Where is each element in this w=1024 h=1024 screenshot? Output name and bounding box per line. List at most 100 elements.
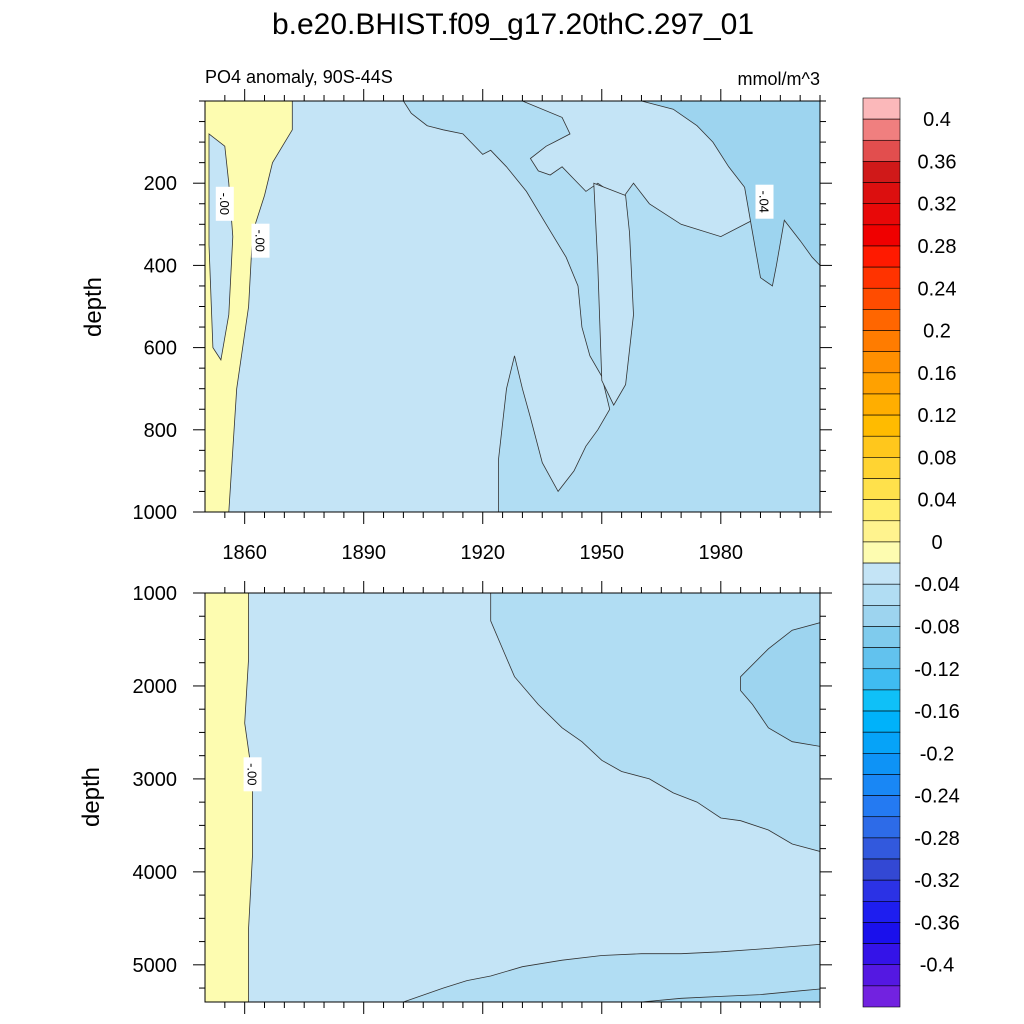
colorbar-box (862, 330, 901, 352)
colorbar-box (862, 647, 901, 670)
colorbar: 0.4 0.36 0.32 0.28 0.24 0.2 0.16 0.12 0.08 0.04 0 -… (862, 97, 960, 1008)
colorbar-box (862, 372, 901, 395)
colorbar-box (862, 266, 901, 289)
svg-text:-.00: -.00 (245, 763, 260, 785)
colorbar-box (862, 964, 901, 987)
colorbar-box (862, 97, 901, 120)
colorbar-label: 0.4 (923, 109, 951, 131)
panel-top-left-title: PO4 anomaly, 90S-44S (205, 67, 393, 87)
svg-text:-.00: -.00 (253, 229, 268, 251)
y-tick-label: 200 (144, 173, 177, 195)
colorbar-box (862, 816, 901, 839)
colorbar-box (862, 499, 901, 522)
colorbar-label: 0 (931, 532, 942, 554)
colorbar-label: 0.36 (918, 151, 957, 173)
y-tick-label: 600 (144, 338, 177, 360)
colorbar-box (862, 182, 901, 204)
colorbar-box (862, 541, 901, 564)
x-tick-label: 1920 (460, 542, 505, 564)
contour-label: -.00 (251, 223, 270, 258)
colorbar-box (862, 922, 901, 944)
colorbar-label: -0.04 (914, 574, 960, 596)
colorbar-label: -0.2 (920, 743, 954, 765)
contour-label: -.04 (755, 184, 774, 219)
colorbar-box (862, 943, 901, 966)
y-tick-label: 4000 (133, 862, 178, 884)
colorbar-box (862, 901, 901, 923)
colorbar-label: 0.12 (918, 405, 957, 427)
colorbar-label: 0.32 (918, 194, 957, 216)
colorbar-label: 0.28 (918, 236, 957, 258)
colorbar-box (862, 520, 901, 543)
colorbar-box (862, 879, 901, 902)
panel-top-y-axis-label: depth (80, 277, 107, 337)
colorbar-box (862, 753, 901, 775)
y-tick-label: 2000 (133, 676, 178, 698)
colorbar-label: -0.24 (914, 786, 960, 808)
svg-text:-.04: -.04 (757, 190, 772, 212)
colorbar-label: -0.28 (914, 828, 960, 850)
colorbar-box (862, 605, 901, 627)
colorbar-label: 0.08 (918, 447, 957, 469)
colorbar-label: 0.24 (918, 278, 957, 300)
contour-region-neg_2 (641, 101, 820, 287)
colorbar-box (862, 795, 901, 818)
colorbar-box (862, 287, 901, 310)
contour-label: -.00 (243, 757, 262, 792)
y-tick-label: 3000 (133, 769, 178, 791)
colorbar-box (862, 478, 901, 500)
contour-region-near_zero (593, 182, 634, 406)
colorbar-box (862, 689, 901, 712)
colorbar-box (862, 203, 901, 226)
x-tick-label: 1980 (699, 542, 744, 564)
plot-frame (204, 592, 821, 1003)
colorbar-box (862, 435, 901, 458)
y-tick-label: 800 (144, 420, 177, 442)
colorbar-label: -0.08 (914, 616, 960, 638)
colorbar-box (862, 414, 901, 437)
colorbar-label: 0.04 (918, 490, 957, 512)
colorbar-box (862, 457, 901, 479)
colorbar-box (862, 583, 901, 606)
colorbar-box (862, 626, 901, 648)
colorbar-box (862, 224, 901, 247)
colorbar-label: -0.36 (914, 912, 960, 934)
main-title: b.e20.BHIST.f09_g17.20thC.297_01 (272, 8, 754, 41)
colorbar-box (862, 309, 901, 331)
x-tick-label: 1950 (580, 542, 625, 564)
colorbar-box (862, 668, 901, 691)
colorbar-box (862, 858, 901, 881)
colorbar-label: -0.4 (920, 955, 954, 977)
contour-region-neg_2 (641, 988, 820, 1002)
svg-text:-.00: -.00 (217, 193, 232, 215)
colorbar-label: -0.16 (914, 701, 960, 723)
colorbar-box (862, 562, 901, 585)
y-tick-label: 1000 (133, 583, 178, 605)
colorbar-box (862, 393, 901, 416)
panel-top-units: mmol/m^3 (738, 69, 820, 89)
colorbar-box (862, 731, 901, 754)
contour-label: -.00 (215, 186, 234, 221)
y-tick-label: 1000 (133, 502, 178, 524)
colorbar-box (862, 774, 901, 796)
colorbar-box (862, 139, 901, 162)
contour-region-neg_2 (740, 622, 820, 747)
y-tick-label: 400 (144, 255, 177, 277)
colorbar-label: -0.32 (914, 870, 960, 892)
colorbar-box (862, 710, 901, 733)
x-tick-label: 1890 (341, 542, 386, 564)
colorbar-label: 0.2 (923, 321, 951, 343)
panel-top: -.00 -.00 -.04 1860 1890 1920 1950 1980 200 400 60… (133, 89, 832, 564)
colorbar-box (862, 985, 901, 1008)
panel-bottom-y-axis-label: depth (78, 767, 105, 827)
colorbar-box (862, 161, 901, 183)
colorbar-label: 0.16 (918, 363, 957, 385)
colorbar-box (862, 118, 901, 141)
contour-region-neg_1 (490, 593, 820, 852)
y-tick-label: 5000 (133, 955, 178, 977)
colorbar-box (862, 351, 901, 374)
contour-region-neg_1 (403, 943, 820, 1002)
x-tick-label: 1860 (222, 542, 267, 564)
colorbar-label: -0.12 (914, 659, 960, 681)
